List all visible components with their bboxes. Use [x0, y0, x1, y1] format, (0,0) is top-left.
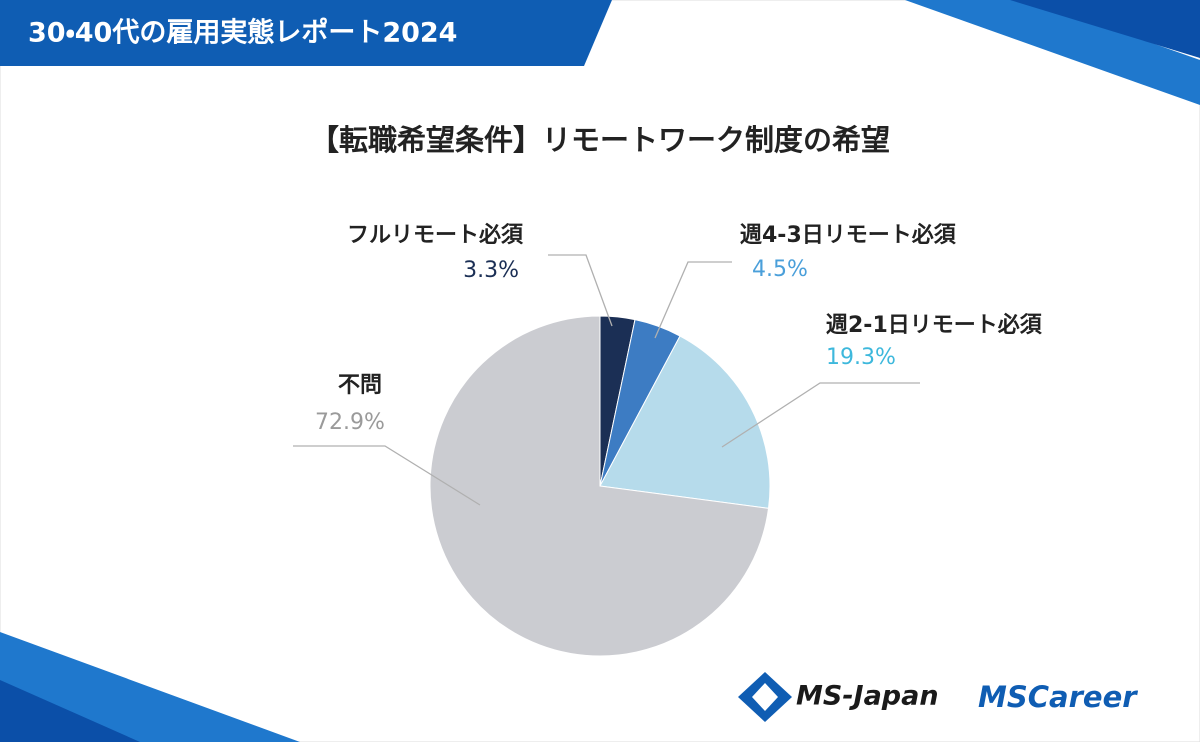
leader-line [721, 382, 920, 448]
leader-line [548, 254, 613, 327]
logos: MS-Japan MSCareer [738, 672, 1138, 722]
decor-stripe [905, 0, 1200, 105]
chart-title: 【転職希望条件】リモートワーク制度の希望 [310, 123, 890, 157]
slice-label: フルリモート必須 [347, 222, 524, 248]
pie [429, 315, 771, 657]
logo-icon [752, 683, 778, 711]
header-banner [0, 0, 612, 66]
leader-line [654, 261, 732, 339]
logo-text: MS-Japan [796, 681, 939, 712]
slice-label: 週2-1日リモート必須 [826, 312, 1043, 338]
pie-slice [599, 335, 771, 509]
decor-stripe [0, 680, 140, 742]
decor-stripe [1010, 0, 1200, 58]
value-label: 19.3% [826, 345, 896, 370]
header-title: 30・40代の雇用実態レポート2024 [28, 17, 457, 49]
value-label: 72.9% [315, 410, 385, 435]
value-label: 4.5% [752, 257, 808, 282]
logo-text: MSCareer [978, 680, 1138, 714]
leader-line [293, 445, 481, 506]
slice-label: 不問 [338, 373, 382, 398]
pie-slice [429, 315, 770, 657]
slice-label: 週4-3日リモート必須 [740, 222, 957, 248]
value-label: 3.3% [463, 258, 519, 283]
